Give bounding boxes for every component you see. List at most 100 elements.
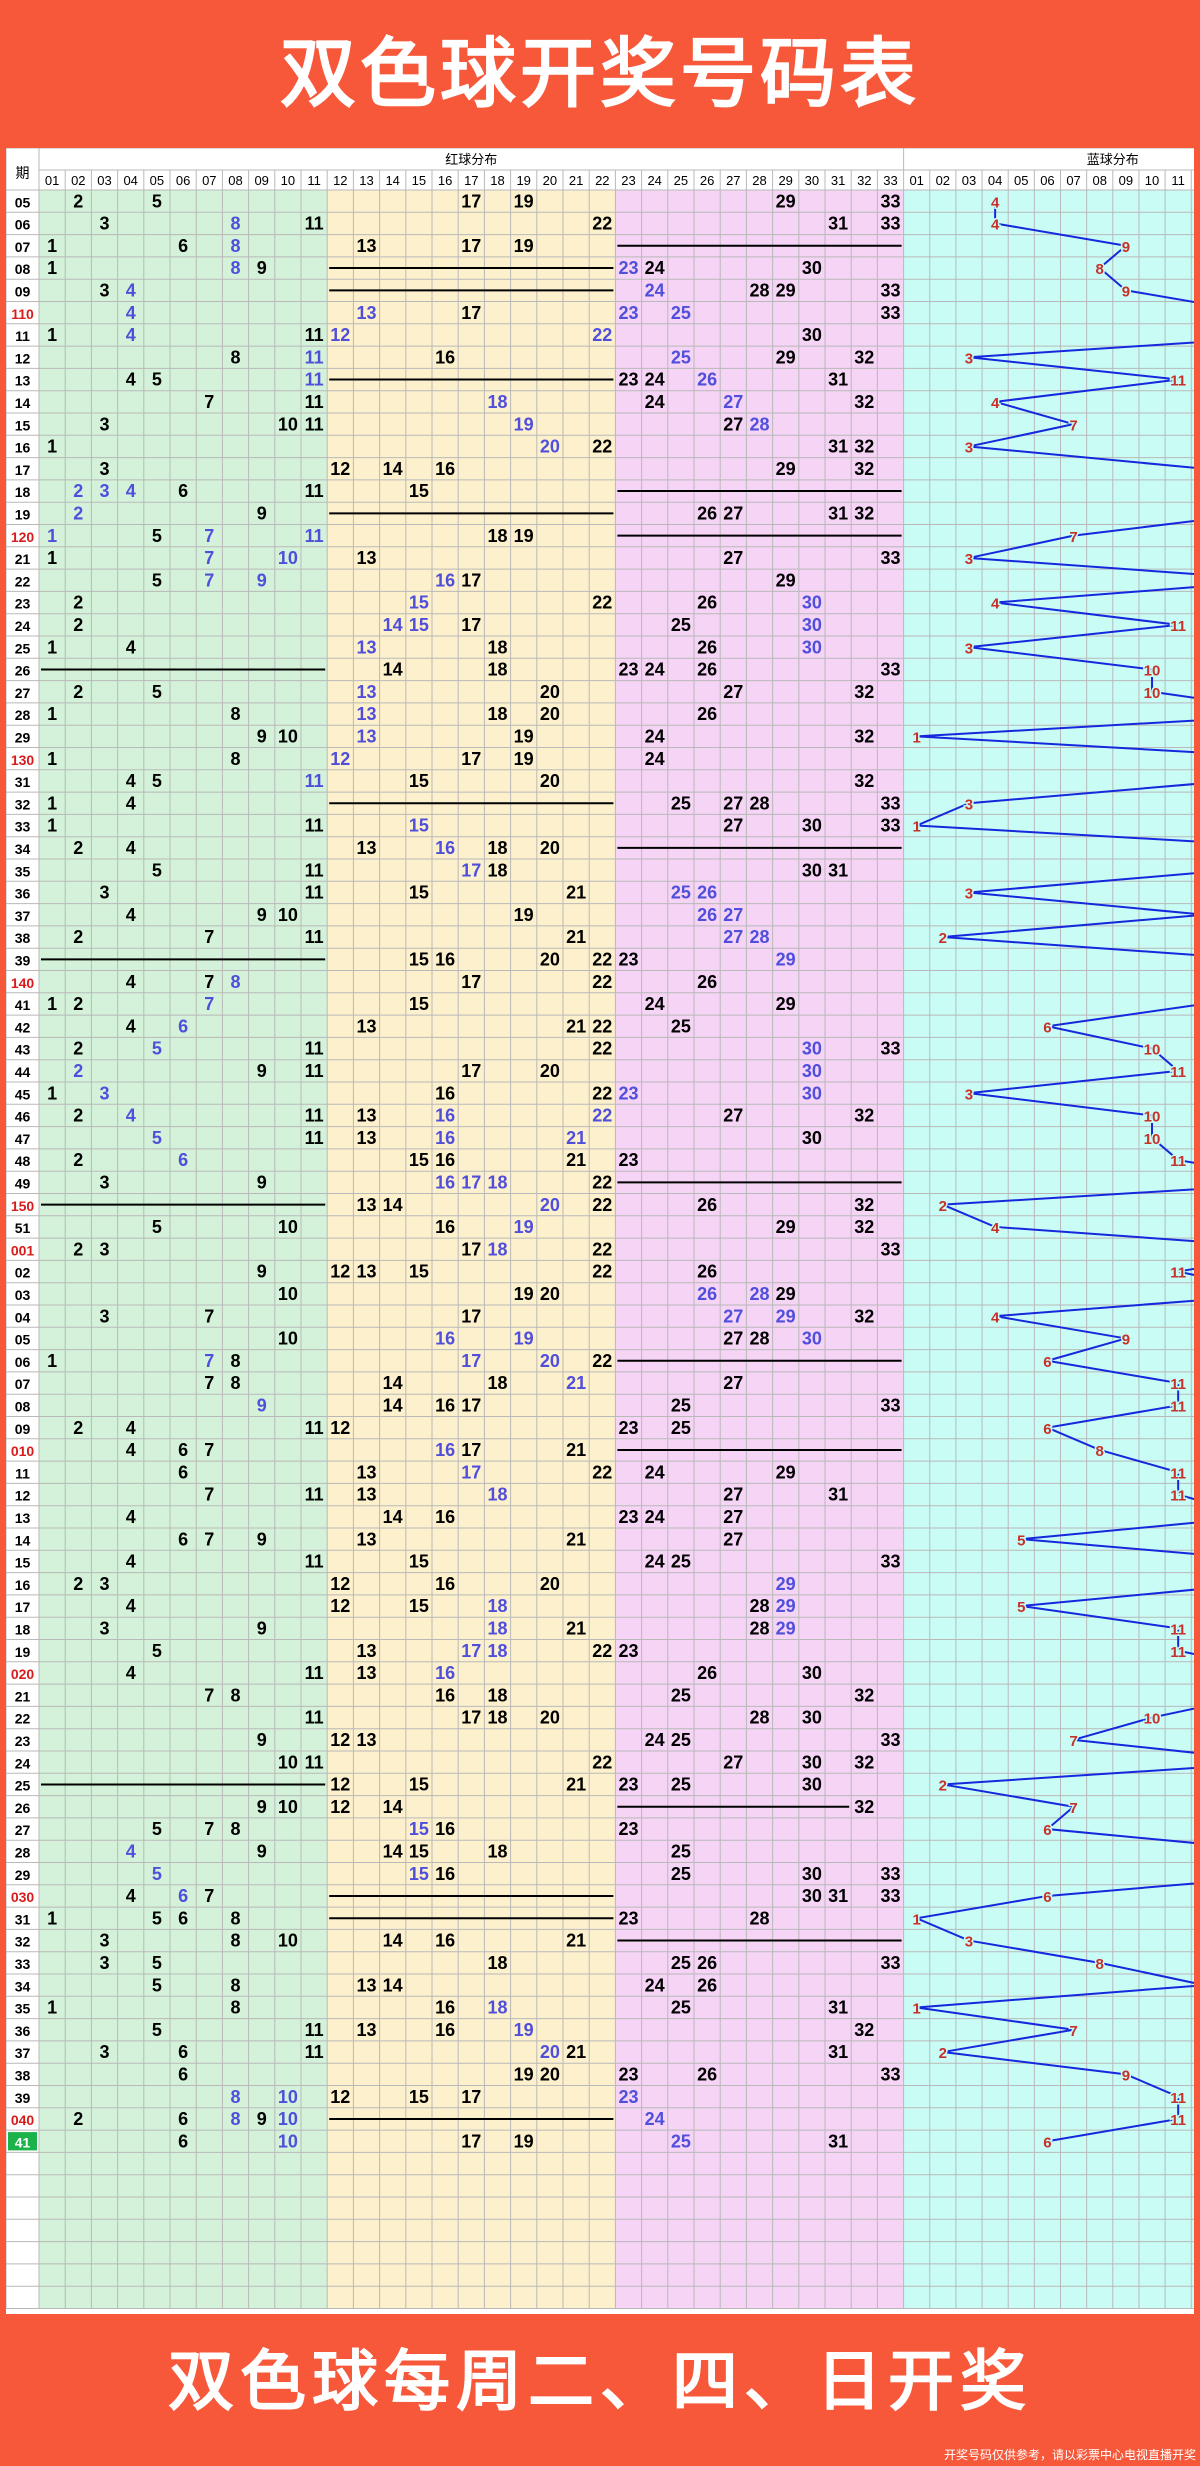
red-ball-number: 13 [356, 1663, 376, 1683]
red-ball-number: 7 [204, 1529, 214, 1549]
red-ball-number: 22 [592, 1351, 612, 1371]
red-ball-number: 31 [828, 504, 848, 524]
red-ball-number: 22 [592, 1173, 612, 1193]
red-ball-number: 7 [204, 1485, 214, 1505]
red-ball-number: 17 [461, 1708, 481, 1728]
red-ball-number: 9 [257, 2109, 267, 2129]
red-ball-repeat-number: 8 [230, 236, 240, 256]
red-ball-number: 17 [461, 1396, 481, 1416]
red-ball-number: 10 [278, 905, 298, 925]
blue-ball-number: 11 [1170, 1376, 1186, 1393]
red-ball-number: 1 [47, 548, 57, 568]
red-ball-number: 18 [487, 838, 507, 858]
red-ball-number: 6 [178, 2042, 188, 2062]
red-ball-number: 5 [152, 860, 162, 880]
period-label: 07 [15, 1376, 31, 1392]
blue-ball-number: 11 [1170, 1622, 1186, 1639]
red-ball-number: 17 [461, 615, 481, 635]
red-ball-number: 32 [854, 1797, 874, 1817]
red-ball-number: 11 [305, 1485, 324, 1505]
red-ball-number: 21 [566, 1529, 586, 1549]
red-ball-number: 15 [409, 481, 429, 501]
red-ball-number: 25 [671, 615, 691, 635]
blue-ball-trend-line [913, 201, 1194, 2143]
red-ball-number: 3 [99, 414, 109, 434]
red-ball-number: 15 [409, 771, 429, 791]
red-ball-number: 25 [671, 1953, 691, 1973]
period-label: 02 [15, 1265, 31, 1281]
red-ball-number: 24 [645, 727, 665, 747]
blue-ball-number: 3 [965, 350, 973, 367]
red-ball-repeat-number: 7 [204, 548, 214, 568]
red-ball-number: 1 [47, 1908, 57, 1928]
period-label: 010 [11, 1443, 35, 1459]
red-ball-number: 4 [126, 1016, 136, 1036]
blue-column-header: 09 [1119, 173, 1133, 188]
red-ball-number: 13 [356, 1462, 376, 1482]
red-ball-number: 12 [330, 2087, 350, 2107]
red-ball-number: 19 [514, 749, 534, 769]
red-ball-number: 22 [592, 972, 612, 992]
blue-ball-number: 11 [1170, 1064, 1186, 1081]
red-column-header: 05 [150, 173, 164, 188]
red-ball-repeat-number: 25 [671, 883, 691, 903]
red-ball-number: 11 [305, 927, 324, 947]
red-ball-number: 32 [854, 1685, 874, 1705]
red-ball-repeat-number: 8 [230, 258, 240, 278]
red-ball-repeat-number: 19 [514, 1329, 534, 1349]
red-ball-repeat-number: 29 [776, 1306, 796, 1326]
red-ball-number: 26 [697, 972, 717, 992]
red-ball-number: 6 [178, 1440, 188, 1460]
period-label: 15 [15, 1555, 31, 1571]
red-column-header: 24 [647, 173, 661, 188]
red-ball-number: 22 [592, 1083, 612, 1103]
red-ball-number: 22 [592, 1641, 612, 1661]
blue-ball-number: 2 [939, 1198, 947, 1215]
red-ball-repeat-number: 18 [487, 1239, 507, 1259]
red-ball-repeat-number: 25 [671, 303, 691, 323]
red-ball-number: 1 [47, 994, 57, 1014]
red-ball-number: 15 [409, 1262, 429, 1282]
red-column-header: 12 [333, 173, 347, 188]
red-ball-number: 16 [435, 1931, 455, 1951]
red-ball-repeat-number: 10 [278, 2087, 298, 2107]
red-ball-repeat-number: 29 [776, 1574, 796, 1594]
red-ball-number: 9 [257, 1797, 267, 1817]
red-ball-repeat-number: 12 [330, 325, 350, 345]
red-ball-number: 29 [776, 1284, 796, 1304]
blue-column-header: 05 [1014, 173, 1028, 188]
red-ball-number: 6 [178, 2109, 188, 2129]
blue-ball-number: 4 [991, 395, 1000, 412]
blue-column-header: 06 [1040, 173, 1054, 188]
red-ball-number: 13 [356, 1128, 376, 1148]
blue-ball-number: 3 [965, 796, 973, 813]
red-ball-number: 28 [749, 1708, 769, 1728]
period-label: 44 [15, 1064, 31, 1080]
period-label: 43 [15, 1042, 31, 1058]
red-ball-number: 27 [723, 1752, 743, 1772]
red-ball-number: 12 [330, 459, 350, 479]
red-ball-number: 17 [461, 972, 481, 992]
period-label: 17 [15, 1599, 31, 1615]
red-ball-repeat-number: 16 [435, 1663, 455, 1683]
red-ball-number: 14 [383, 1507, 403, 1527]
blue-ball-number: 1 [913, 819, 921, 836]
red-ball-number: 15 [409, 1842, 429, 1862]
red-ball-repeat-number: 18 [487, 1998, 507, 2018]
red-ball-number: 32 [854, 347, 874, 367]
red-ball-number: 5 [152, 682, 162, 702]
period-label: 14 [15, 1532, 31, 1548]
footer-banner: 双色球每周二、四、日开奖 开奖号码仅供参考，请以彩票中心电视直播开奖 [0, 2314, 1200, 2466]
red-column-header: 03 [97, 173, 111, 188]
blue-column-header: 11 [1171, 173, 1185, 188]
red-ball-number: 27 [723, 1507, 743, 1527]
period-label: 36 [15, 886, 31, 902]
red-ball-number: 16 [435, 1507, 455, 1527]
red-ball-repeat-number: 28 [749, 414, 769, 434]
red-ball-number: 29 [776, 570, 796, 590]
period-label: 29 [15, 730, 31, 746]
period-label: 42 [15, 1019, 31, 1035]
red-ball-repeat-number: 21 [566, 1373, 586, 1393]
red-ball-repeat-number: 23 [618, 1083, 638, 1103]
red-ball-number: 12 [330, 1418, 350, 1438]
